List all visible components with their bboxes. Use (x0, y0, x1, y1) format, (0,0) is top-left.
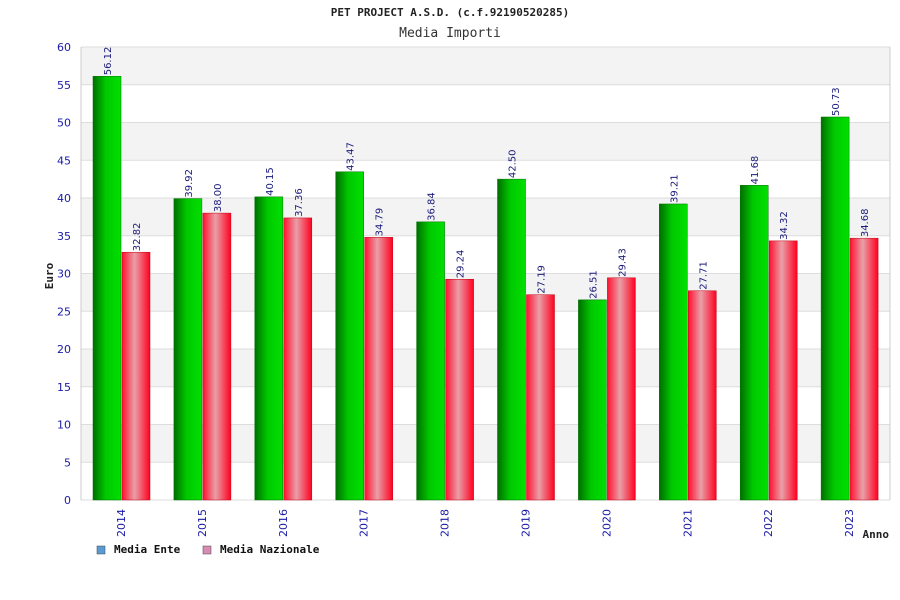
bar-media-nazionale-2015 (202, 212, 232, 501)
grid-band (81, 386, 890, 425)
y-tick-label: 60 (57, 41, 71, 54)
x-tick-label: 2017 (358, 509, 371, 537)
value-label: 39.21 (669, 174, 680, 203)
bar-media-nazionale-2021 (688, 290, 717, 501)
grid-band (81, 84, 890, 123)
grid-band (81, 160, 890, 198)
value-label: 26.51 (588, 270, 599, 299)
value-label: 27.71 (698, 261, 709, 290)
bar-media-nazionale-2018 (445, 278, 474, 501)
bar-media-ente-2019 (497, 178, 526, 501)
grid-band (81, 198, 890, 236)
grid-band (81, 273, 890, 312)
bar-media-nazionale-2019 (526, 294, 555, 501)
y-tick-label: 40 (57, 192, 71, 205)
y-tick-label: 20 (57, 343, 71, 356)
y-tick-label: 30 (57, 268, 71, 281)
value-label: 34.32 (779, 211, 790, 240)
bar-media-ente-2022 (739, 185, 769, 501)
legend: Media Ente Media Nazionale (96, 543, 320, 556)
value-label: 41.68 (750, 156, 761, 185)
y-tick-label: 45 (57, 154, 71, 167)
y-tick-label: 35 (57, 230, 71, 243)
y-tick-label: 10 (57, 419, 71, 432)
bars-group: 56.12 32.82 39.92 38.00 40.15 37.36 43.47 34.79… (92, 47, 879, 501)
bar-media-nazionale-2014 (121, 251, 151, 501)
value-label: 32.82 (132, 223, 143, 252)
bar-media-ente-2014 (92, 76, 122, 501)
value-label: 36.84 (427, 192, 438, 221)
legend-swatch-media-nazionale (202, 545, 212, 555)
value-label: 38.00 (213, 183, 224, 212)
x-tick-label: 2016 (277, 509, 290, 537)
value-label: 29.24 (456, 250, 467, 279)
legend-swatch-media-ente (96, 545, 106, 555)
x-tick-label: 2022 (762, 509, 775, 537)
value-label: 27.19 (537, 265, 548, 294)
y-axis-ticks: 0 5 10 15 20 25 30 35 40 45 50 55 60 (57, 41, 71, 507)
x-axis-ticks: 2014 2015 2016 2017 2018 2019 2020 2021 2022 2023 (115, 509, 856, 537)
grid-band (81, 424, 890, 463)
x-tick-label: 2021 (681, 509, 694, 537)
legend-label-media-nazionale: Media Nazionale (220, 543, 320, 556)
y-axis-label: Euro (43, 262, 56, 289)
grid-band (81, 235, 890, 274)
x-axis-label: Anno (863, 528, 890, 541)
grid-band (81, 311, 890, 349)
x-tick-label: 2023 (843, 509, 856, 537)
value-label: 34.79 (375, 208, 386, 237)
bar-media-nazionale-2017 (364, 237, 393, 501)
bar-media-ente-2016 (254, 196, 284, 501)
grid-band (81, 349, 890, 387)
bar-media-nazionale-2023 (849, 237, 879, 501)
x-tick-label: 2020 (600, 509, 613, 537)
bar-media-ente-2020 (578, 299, 607, 501)
x-tick-label: 2019 (520, 509, 533, 537)
value-label: 56.12 (103, 47, 114, 76)
y-tick-label: 50 (57, 117, 71, 130)
bar-media-ente-2021 (659, 203, 688, 501)
grid-band (81, 47, 890, 85)
value-label: 29.43 (617, 248, 628, 277)
grid-band (81, 462, 890, 500)
value-label: 37.36 (294, 188, 305, 217)
bar-media-ente-2018 (416, 221, 445, 501)
bar-media-nazionale-2020 (607, 277, 636, 501)
x-tick-label: 2018 (439, 509, 452, 537)
bar-media-ente-2015 (173, 198, 203, 501)
y-tick-label: 0 (64, 494, 71, 507)
x-tick-label: 2014 (115, 509, 128, 537)
plot-background (80, 46, 891, 501)
chart-title: PET PROJECT A.S.D. (c.f.92190520285) (331, 6, 569, 19)
value-label: 42.50 (508, 149, 519, 178)
bar-media-ente-2023 (820, 116, 850, 501)
bar-media-nazionale-2022 (768, 240, 798, 501)
y-tick-label: 15 (57, 381, 71, 394)
value-label: 50.73 (831, 87, 842, 116)
legend-label-media-ente: Media Ente (114, 543, 181, 556)
bar-media-nazionale-2016 (283, 217, 313, 501)
value-label: 43.47 (346, 142, 357, 171)
value-label: 40.15 (265, 167, 276, 196)
y-tick-label: 55 (57, 79, 71, 92)
chart-subtitle: Media Importi (399, 26, 501, 41)
bar-media-ente-2017 (335, 171, 364, 501)
value-label: 39.92 (184, 169, 195, 198)
grid-band (81, 122, 890, 161)
x-tick-label: 2015 (196, 509, 209, 537)
y-tick-label: 25 (57, 305, 71, 318)
y-tick-label: 5 (64, 456, 71, 469)
value-label: 34.68 (860, 209, 871, 238)
